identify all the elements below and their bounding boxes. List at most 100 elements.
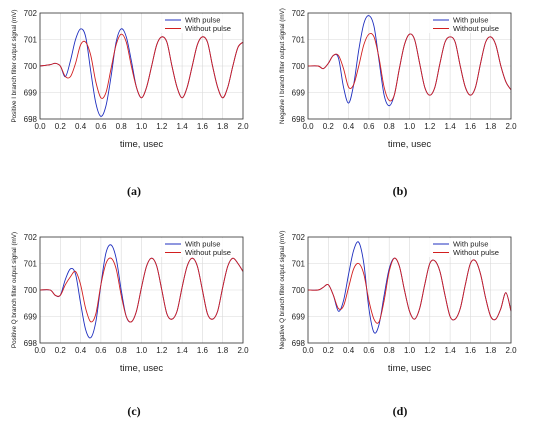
- panel-label-a: (a): [127, 184, 141, 198]
- y-tick-label: 698: [24, 115, 38, 124]
- x-tick-label: 0.8: [384, 346, 396, 355]
- y-tick-label: 699: [24, 313, 38, 322]
- x-tick-label: 1.6: [197, 122, 209, 131]
- panel-label-c: (c): [127, 404, 141, 418]
- x-tick-label: 0.8: [116, 346, 128, 355]
- series-line-without-pulse: [307, 32, 512, 102]
- y-tick-label: 699: [292, 89, 306, 98]
- x-tick-label: 0.4: [75, 122, 87, 131]
- x-tick-label: 1.0: [136, 346, 148, 355]
- y-tick-label: 698: [292, 115, 306, 124]
- x-tick-label: 1.6: [465, 122, 477, 131]
- panel-label-d: (d): [392, 404, 408, 418]
- x-tick-label: 0.0: [302, 346, 314, 355]
- y-tick-label: 700: [24, 286, 38, 295]
- y-tick-label: 701: [292, 36, 306, 45]
- y-tick-label: 699: [292, 313, 306, 322]
- x-tick-label: 0.6: [95, 122, 107, 131]
- x-tick-label: 1.2: [156, 346, 168, 355]
- x-tick-label: 1.8: [485, 122, 497, 131]
- chart-panel-c: 0.0 0.2 0.4 0.6 0.8 1.0 1.2 1.4 1.6 1.8 2.0 698 699 7…: [11, 232, 249, 374]
- y-tick-label: 701: [24, 36, 38, 45]
- x-axis-label: time, usec: [120, 363, 164, 374]
- y-tick-label: 699: [24, 89, 38, 98]
- x-tick-label: 1.0: [404, 122, 416, 131]
- x-tick-label: 1.4: [177, 346, 189, 355]
- y-tick-label: 700: [292, 286, 306, 295]
- y-tick-label: 698: [292, 339, 306, 348]
- plot-frame: [307, 236, 512, 344]
- x-tick-label: 0.2: [323, 346, 335, 355]
- y-tick-label: 701: [24, 260, 38, 269]
- legend-entry: With pulse: [185, 16, 220, 25]
- legend-entry: With pulse: [185, 240, 220, 249]
- x-tick-label: 1.8: [217, 346, 229, 355]
- x-tick-label: 1.8: [217, 122, 229, 131]
- x-tick-label: 1.4: [445, 122, 457, 131]
- chart-panel-d: 0.0 0.2 0.4 0.6 0.8 1.0 1.2 1.4 1.6 1.8 2.0 698 699 7…: [279, 231, 517, 375]
- x-tick-label: 1.8: [485, 346, 497, 355]
- y-tick-label: 700: [292, 62, 306, 71]
- x-tick-label: 0.8: [116, 122, 128, 131]
- chart-panel-a: 0.0 0.2 0.4 0.6 0.8 1.0 1.2 1.4 1.6 1.8 2.0 698 699 7…: [11, 9, 249, 150]
- x-tick-label: 0.0: [34, 122, 46, 131]
- x-tick-label: 1.6: [197, 346, 209, 355]
- x-axis-label: time, usec: [388, 363, 432, 374]
- chart-panel-b: 0.0 0.2 0.4 0.6 0.8 1.0 1.2 1.4 1.6 1.8 2.0 698 699 7…: [279, 8, 517, 150]
- plot-frame: [39, 12, 244, 120]
- legend-entry: With pulse: [453, 240, 488, 249]
- plot-frame: [39, 236, 244, 344]
- legend-box: [161, 238, 242, 257]
- x-axis-label: time, usec: [388, 139, 432, 150]
- x-tick-label: 0.6: [363, 346, 375, 355]
- series-line-without-pulse: [307, 257, 512, 324]
- x-tick-label: 2.0: [505, 122, 517, 131]
- legend-entry: With pulse: [453, 16, 488, 25]
- x-tick-label: 0.4: [343, 346, 355, 355]
- x-tick-label: 1.2: [156, 122, 168, 131]
- legend-box: [429, 14, 510, 33]
- x-tick-label: 1.2: [424, 122, 436, 131]
- x-tick-label: 1.2: [424, 346, 436, 355]
- x-tick-label: 0.4: [75, 346, 87, 355]
- x-tick-label: 0.0: [302, 122, 314, 131]
- y-axis-label: Negative I branch filter output signal (…: [279, 8, 286, 124]
- y-tick-label: 702: [292, 233, 306, 242]
- x-tick-label: 0.2: [55, 122, 67, 131]
- series-line-without-pulse: [39, 257, 244, 323]
- x-tick-label: 1.4: [445, 346, 457, 355]
- x-tick-label: 1.4: [177, 122, 189, 131]
- legend-box: [161, 14, 242, 33]
- x-tick-label: 1.0: [404, 346, 416, 355]
- y-tick-label: 702: [292, 9, 306, 18]
- legend-entry: Without pulse: [185, 248, 231, 257]
- x-tick-label: 2.0: [237, 346, 249, 355]
- x-tick-label: 2.0: [505, 346, 517, 355]
- x-tick-label: 0.8: [384, 122, 396, 131]
- x-tick-label: 1.0: [136, 122, 148, 131]
- x-axis-label: time, usec: [120, 139, 164, 150]
- y-tick-label: 698: [24, 339, 38, 348]
- plot-frame: [307, 12, 512, 120]
- x-tick-label: 0.6: [363, 122, 375, 131]
- x-tick-label: 0.0: [34, 346, 46, 355]
- panel-label-b: (b): [392, 184, 408, 198]
- y-tick-label: 701: [292, 260, 306, 269]
- y-tick-label: 700: [24, 62, 38, 71]
- y-tick-label: 702: [24, 233, 38, 242]
- x-tick-label: 0.4: [343, 122, 355, 131]
- legend-entry: Without pulse: [185, 24, 231, 33]
- y-axis-label: Positive I branch filter output signal (…: [11, 9, 18, 122]
- y-tick-label: 702: [24, 9, 38, 18]
- legend-entry: Without pulse: [453, 248, 499, 257]
- series-line-without-pulse: [39, 33, 244, 99]
- x-tick-label: 0.2: [323, 122, 335, 131]
- legend-entry: Without pulse: [453, 24, 499, 33]
- x-tick-label: 2.0: [237, 122, 249, 131]
- y-axis-label: Positive Q branch filter output signal (…: [11, 232, 18, 348]
